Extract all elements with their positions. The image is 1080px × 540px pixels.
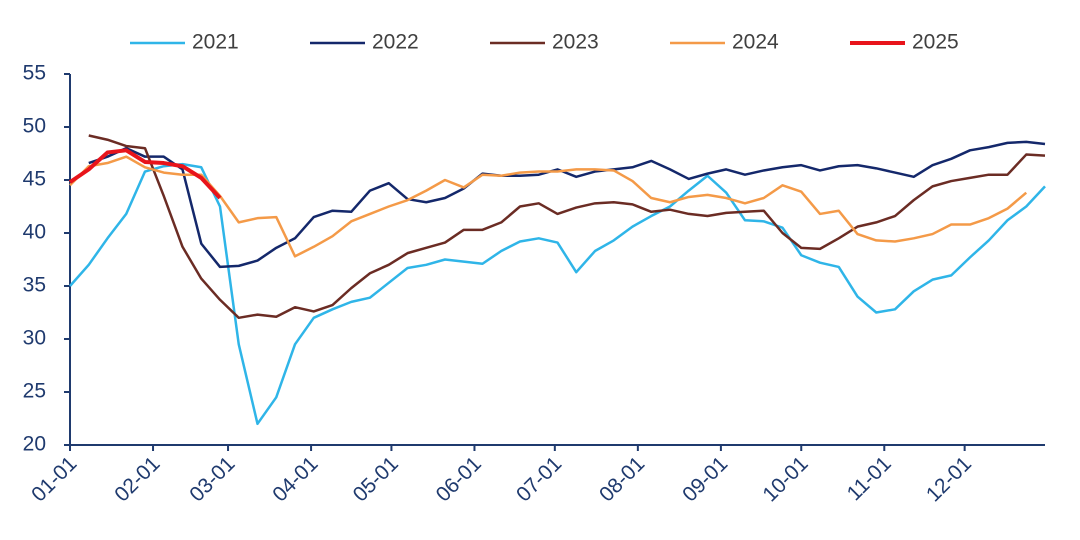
legend-label: 2021 — [192, 31, 239, 54]
y-tick-label: 20 — [23, 433, 46, 456]
series-line — [69, 155, 1028, 258]
x-tick-label: 06-01 — [432, 452, 486, 506]
legend-label: 2023 — [552, 31, 599, 54]
x-tick-label: 08-01 — [595, 452, 649, 506]
x-tick-label: 01-01 — [27, 452, 81, 506]
y-tick-label: 30 — [23, 327, 46, 350]
series-line — [68, 148, 222, 200]
x-tick-label: 03-01 — [185, 452, 239, 506]
legend-label: 2024 — [732, 31, 779, 54]
series-line — [88, 134, 1046, 320]
x-tick-label: 11-01 — [843, 452, 896, 505]
y-tick-label: 25 — [23, 380, 46, 403]
x-tick-label: 05-01 — [349, 452, 403, 506]
y-tick-label: 50 — [23, 115, 46, 138]
x-tick-label: 09-01 — [678, 452, 732, 506]
y-tick-label: 45 — [23, 168, 46, 191]
legend-label: 2022 — [372, 31, 419, 54]
series-line — [69, 162, 1046, 426]
y-tick-label: 40 — [23, 221, 46, 244]
x-tick-label: 02-01 — [110, 452, 164, 506]
x-tick-label: 10-01 — [758, 452, 812, 506]
x-tick-label: 04-01 — [268, 452, 322, 506]
legend-label: 2025 — [912, 31, 959, 54]
y-tick-label: 35 — [23, 274, 46, 297]
x-tick-label: 07-01 — [512, 452, 566, 506]
y-tick-label: 55 — [23, 62, 46, 85]
x-tick-label: 12-01 — [922, 452, 976, 506]
series-line — [88, 140, 1046, 269]
